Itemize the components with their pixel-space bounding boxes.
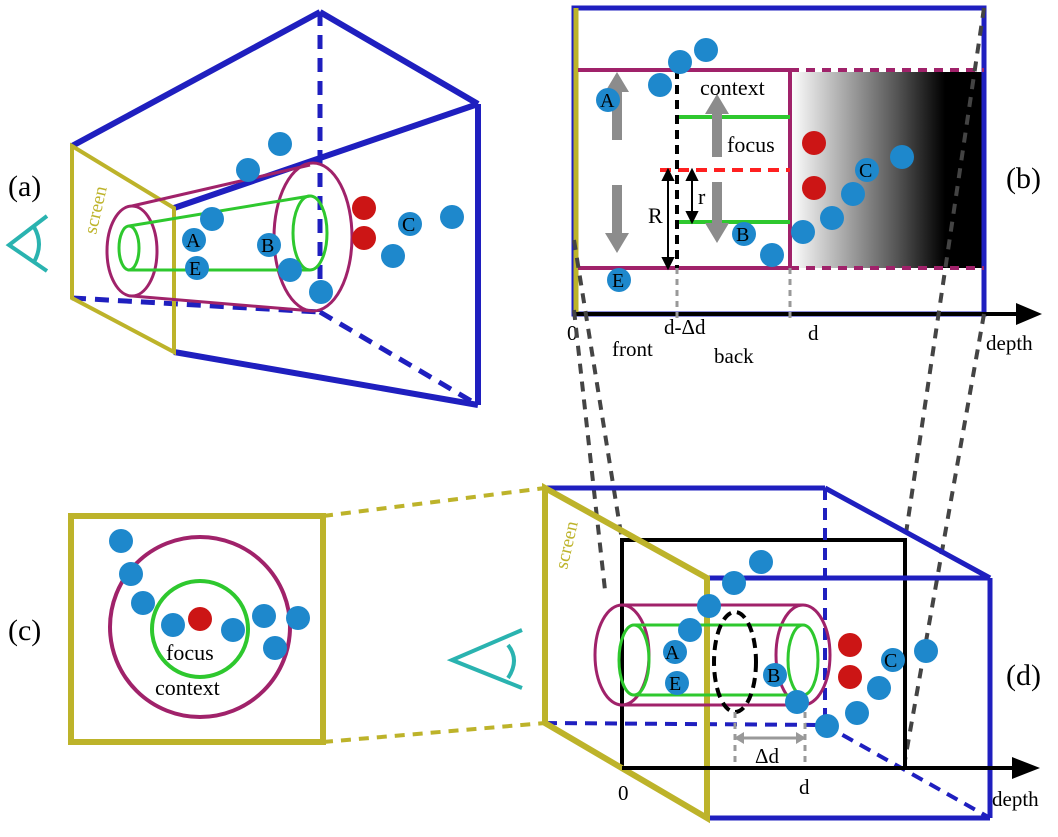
view-frustum-a (70, 9, 481, 408)
point-c (881, 648, 905, 672)
focus-label-b: focus (727, 132, 775, 157)
delta-marker-d (733, 712, 807, 770)
context-label-c: context (155, 675, 220, 700)
radius-small-label: r (698, 184, 706, 209)
point-b (257, 233, 281, 257)
context-circle-c (108, 535, 292, 719)
point-e (185, 256, 209, 280)
focus-circle-c (150, 579, 250, 679)
point-label-a-d: A (665, 642, 680, 664)
point-label-b-d: B (767, 665, 780, 687)
point-a (596, 88, 620, 112)
panel-c: focus context (c) (8, 513, 326, 745)
screen-plane-d (542, 482, 710, 824)
point-c (398, 212, 422, 236)
point-c (855, 158, 879, 182)
panel-label-a: (a) (8, 170, 41, 203)
selected-points-d (838, 633, 862, 689)
data-points-b (596, 38, 914, 292)
depth-axis-b (574, 268, 1042, 325)
point-label-a-b: A (600, 90, 615, 112)
screen-label-a: screen (80, 184, 111, 236)
depth-axis-d (622, 757, 1040, 779)
axis-front-b: front (612, 337, 653, 361)
point-b (763, 663, 787, 687)
point-label-c-d: C (884, 650, 897, 672)
context-label-b: context (700, 75, 765, 100)
panel-a: screen (5, 9, 481, 408)
eye-icon (5, 214, 49, 273)
focus-region-b (678, 115, 790, 224)
axis-depth-d: depth (992, 787, 1039, 811)
data-points-d (663, 550, 938, 738)
point-label-e-d: E (669, 673, 681, 695)
screen-plane-a (70, 142, 176, 356)
connector-lines-c (322, 486, 546, 744)
axis-d-d: d (799, 775, 810, 799)
near-plane-d (712, 610, 758, 714)
axis-zero-d: 0 (618, 781, 629, 805)
panel-label-d: (d) (1006, 659, 1041, 692)
point-label-e: E (189, 258, 201, 280)
point-a (182, 228, 206, 252)
selected-point-c (188, 607, 212, 631)
point-label-c: C (402, 214, 415, 236)
radius-arrows-b (661, 167, 699, 271)
point-a (663, 640, 687, 664)
point-e (665, 671, 689, 695)
screen-label-d: screen (551, 519, 582, 571)
selected-points-a (352, 196, 376, 250)
focus-cylinder-d (617, 623, 820, 697)
panel-label-b: (b) (1006, 162, 1041, 195)
axis-zero-b: 0 (567, 321, 578, 345)
data-points-a (182, 132, 464, 304)
delta-label-d: Δd (755, 744, 780, 768)
axis-d-b: d (808, 321, 819, 345)
panel-d: screen (446, 482, 1041, 824)
point-label-e-b: E (612, 270, 624, 292)
point-label-a: A (186, 230, 201, 252)
selected-points-b (802, 131, 826, 200)
focus-cylinder-a (117, 194, 329, 272)
panel-b: R r context focus A E B C (567, 5, 1042, 368)
axis-back-b: back (714, 344, 754, 368)
shift-arrows-b (605, 72, 729, 253)
point-e (607, 268, 631, 292)
axis-dminus-b: d-Δd (664, 315, 706, 339)
point-label-b-b: B (736, 224, 749, 246)
axis-depth-b: depth (986, 331, 1033, 355)
radius-big-label: R (648, 203, 663, 228)
depth-gradient (790, 72, 984, 268)
point-label-c-b: C (859, 160, 872, 182)
focus-label-c: focus (166, 640, 214, 665)
screen-view-c (68, 513, 326, 745)
panel-label-c: (c) (8, 614, 41, 647)
eye-icon-d (446, 628, 523, 690)
data-points-c (109, 529, 310, 660)
point-b (732, 222, 756, 246)
point-label-b: B (261, 235, 274, 257)
